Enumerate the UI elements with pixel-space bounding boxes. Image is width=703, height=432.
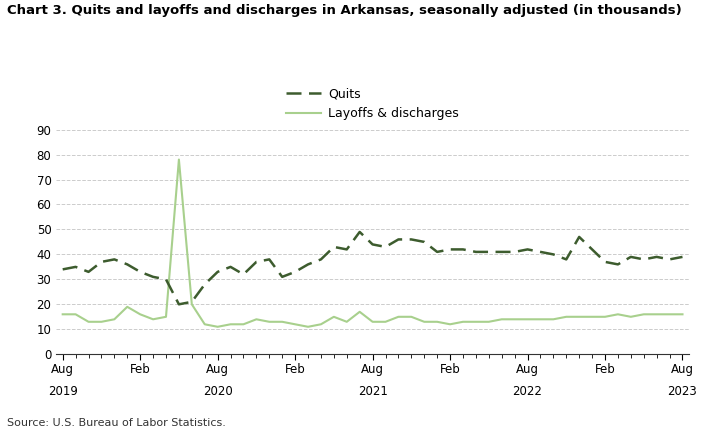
Text: 2019: 2019 bbox=[48, 385, 77, 398]
Text: 2021: 2021 bbox=[358, 385, 387, 398]
Legend: Quits, Layoffs & discharges: Quits, Layoffs & discharges bbox=[281, 83, 464, 125]
Text: 2023: 2023 bbox=[668, 385, 697, 398]
Text: 2022: 2022 bbox=[512, 385, 543, 398]
Text: Source: U.S. Bureau of Labor Statistics.: Source: U.S. Bureau of Labor Statistics. bbox=[7, 418, 226, 428]
Text: 2020: 2020 bbox=[202, 385, 233, 398]
Text: Chart 3. Quits and layoffs and discharges in Arkansas, seasonally adjusted (in t: Chart 3. Quits and layoffs and discharge… bbox=[7, 4, 682, 17]
